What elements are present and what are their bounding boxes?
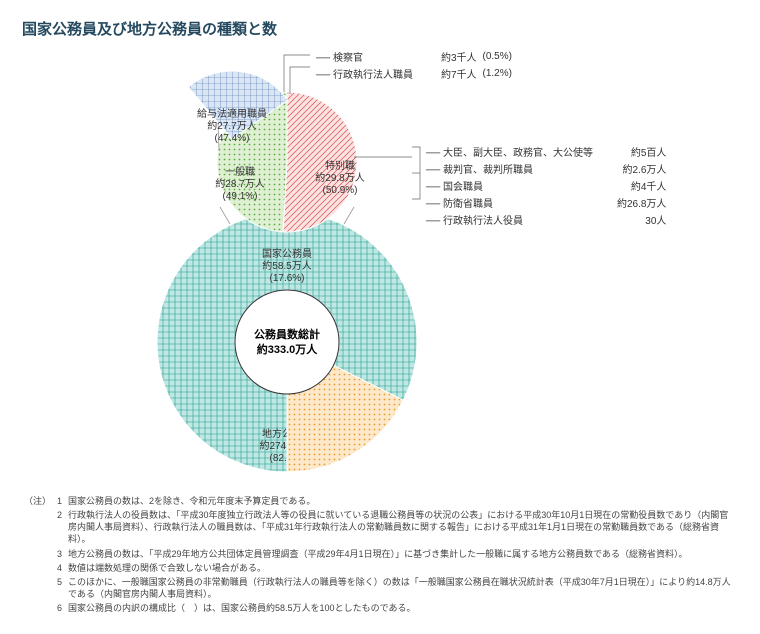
nested-pie-chart: 地方公務員約274.4万人(82.4%)国家公務員約58.5万人(17.6%)公… [22, 47, 738, 487]
leader-label: ── 防衛省職員 [424, 195, 595, 210]
page-title: 国家公務員及び地方公務員の種類と数 [22, 18, 738, 39]
leader-value: 約2.6万人 [597, 161, 668, 176]
svg-text:約333.0万人: 約333.0万人 [257, 342, 319, 356]
leader-value: 30人 [597, 212, 668, 227]
note-number: 5 [57, 576, 66, 600]
leader-value: 約5百人 [597, 144, 668, 159]
svg-text:公務員数総計: 公務員数総計 [254, 327, 320, 341]
svg-text:特別職: 特別職 [325, 160, 355, 172]
leader-label: ── 大臣、副大臣、政務官、大公使等 [424, 144, 595, 159]
note-prefix [24, 576, 55, 600]
note-prefix [24, 602, 55, 614]
note-text: 行政執行法人の役員数は、「平成30年度独立行政法人等の役員に就いている退職公務員… [68, 509, 736, 545]
leader-label: ── 行政執行法人職員 [314, 66, 415, 81]
leader-label: ── 検察官 [314, 49, 415, 64]
leader-value: 約26.8万人 [597, 195, 668, 210]
leader-pct: (1.2%) [481, 66, 514, 81]
svg-text:約58.5万人: 約58.5万人 [262, 259, 311, 272]
note-prefix [24, 562, 55, 574]
svg-text:一般職: 一般職 [225, 165, 255, 178]
svg-text:(49.1%): (49.1%) [222, 191, 257, 202]
note-prefix [24, 509, 55, 545]
note-text: このほかに、一般職国家公務員の非常勤職員（行政執行法人の職員等を除く）の数は「一… [68, 576, 736, 600]
svg-text:約27.7万人: 約27.7万人 [207, 119, 256, 132]
svg-text:約29.8万人: 約29.8万人 [315, 171, 364, 184]
leader-label: ── 国会職員 [424, 178, 595, 193]
leader-top-block: ── 検察官約3千人(0.5%) ── 行政執行法人職員約7千人(1.2%) [312, 47, 516, 83]
leader-label: ── 行政執行法人役員 [424, 212, 595, 227]
leader-value: 約4千人 [597, 178, 668, 193]
note-number: 1 [57, 495, 66, 507]
note-text: 国家公務員の内訳の構成比（ ）は、国家公務員約58.5万人を100としたものであ… [68, 602, 736, 614]
leader-pct: (0.5%) [481, 49, 514, 64]
svg-text:(17.6%): (17.6%) [269, 273, 304, 284]
svg-text:国家公務員: 国家公務員 [262, 247, 312, 260]
note-number: 2 [57, 509, 66, 545]
svg-text:(47.4%): (47.4%) [214, 133, 249, 144]
leader-label: ── 裁判官、裁判所職員 [424, 161, 595, 176]
note-prefix [24, 548, 55, 560]
note-number: 3 [57, 548, 66, 560]
svg-text:給与法適用職員: 給与法適用職員 [197, 107, 267, 120]
svg-text:(50.9%): (50.9%) [322, 185, 357, 196]
note-text: 地方公務員の数は、「平成29年地方公共団体定員管理調査（平成29年4月1日現在）… [68, 548, 736, 560]
footnotes-table: （注）1国家公務員の数は、2を除き、令和元年度末予算定員である。2行政執行法人の… [22, 493, 738, 616]
note-text: 数値は端数処理の関係で合致しない場合がある。 [68, 562, 736, 574]
leader-right-block: ── 大臣、副大臣、政務官、大公使等約5百人── 裁判官、裁判所職員約2.6万人… [422, 142, 670, 229]
note-prefix: （注） [24, 495, 55, 507]
note-text: 国家公務員の数は、2を除き、令和元年度末予算定員である。 [68, 495, 736, 507]
chart-area: 地方公務員約274.4万人(82.4%)国家公務員約58.5万人(17.6%)公… [22, 47, 738, 487]
note-number: 6 [57, 602, 66, 614]
leader-value: 約7千人 [417, 66, 479, 81]
svg-text:約28.7万人: 約28.7万人 [215, 177, 264, 190]
note-number: 4 [57, 562, 66, 574]
leader-value: 約3千人 [417, 49, 479, 64]
